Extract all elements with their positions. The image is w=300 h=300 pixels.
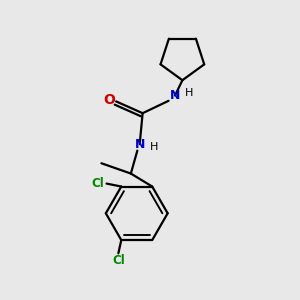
Text: N: N: [170, 89, 180, 102]
Text: H: H: [185, 88, 193, 98]
Text: Cl: Cl: [112, 254, 125, 267]
Text: N: N: [134, 138, 145, 151]
Text: H: H: [150, 142, 158, 152]
Text: O: O: [103, 93, 115, 107]
Text: Cl: Cl: [92, 177, 104, 190]
